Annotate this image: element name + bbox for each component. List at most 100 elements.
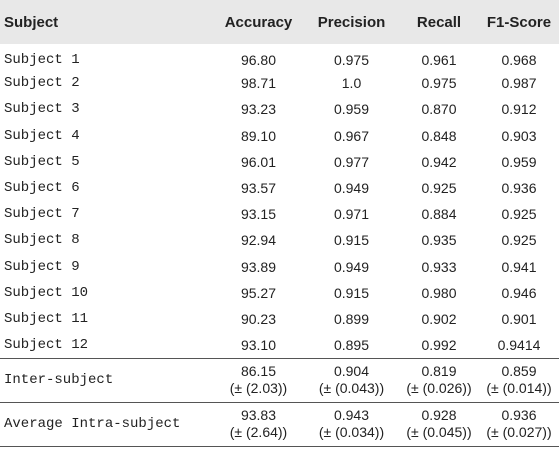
table-row: Subject 2 98.71 1.0 0.975 0.987 bbox=[0, 70, 559, 96]
summary-accuracy: 93.83 (± (2.64)) bbox=[213, 402, 304, 446]
summary-precision: 0.943 (± (0.034)) bbox=[304, 402, 399, 446]
cell-recall: 0.992 bbox=[421, 336, 457, 353]
cell-recall: 0.975 bbox=[421, 75, 457, 92]
cell-accuracy: 95.27 bbox=[240, 284, 277, 301]
summary-sd: (± (0.026)) bbox=[406, 380, 472, 397]
summary-recall: 0.928 (± (0.045)) bbox=[399, 402, 479, 446]
cell-precision: 0.959 bbox=[333, 101, 370, 118]
summary-sd: (± (0.027)) bbox=[486, 424, 552, 441]
summary-sd: (± (0.034)) bbox=[318, 424, 385, 441]
cell-f1-score: 0.925 bbox=[501, 206, 537, 223]
cell-subject: Subject 6 bbox=[4, 180, 80, 197]
cell-f1-score: 0.9414 bbox=[497, 336, 541, 353]
results-table: Subject Accuracy Precision Recall F1-Sco… bbox=[0, 0, 559, 447]
cell-subject: Subject 1 bbox=[4, 52, 80, 69]
table-row: Subject 7 93.15 0.971 0.884 0.925 bbox=[0, 201, 559, 227]
cell-accuracy: 92.94 bbox=[240, 232, 277, 249]
summary-subject: Inter-subject bbox=[4, 371, 114, 388]
summary-recall: 0.819 (± (0.026)) bbox=[399, 358, 479, 402]
table-row: Subject 9 93.89 0.949 0.933 0.941 bbox=[0, 254, 559, 280]
table-row: Subject 5 96.01 0.977 0.942 0.959 bbox=[0, 149, 559, 175]
summary-value: 0.859 bbox=[501, 363, 537, 380]
summary-accuracy: 86.15 (± (2.03)) bbox=[213, 358, 304, 402]
summary-sd: (± (2.64)) bbox=[229, 424, 288, 441]
cell-f1-score: 0.968 bbox=[501, 52, 537, 69]
summary-value: 0.928 bbox=[421, 407, 457, 424]
cell-precision: 0.915 bbox=[333, 232, 370, 249]
table-row: Subject 11 90.23 0.899 0.902 0.901 bbox=[0, 306, 559, 332]
cell-subject: Subject 11 bbox=[4, 310, 89, 327]
cell-accuracy: 93.57 bbox=[240, 180, 277, 197]
cell-accuracy: 93.15 bbox=[240, 206, 277, 223]
cell-f1-score: 0.946 bbox=[501, 284, 537, 301]
header-recall: Recall bbox=[416, 13, 462, 31]
cell-accuracy: 96.80 bbox=[240, 52, 277, 69]
table-header: Subject Accuracy Precision Recall F1-Sco… bbox=[0, 0, 559, 44]
cell-recall: 0.935 bbox=[421, 232, 457, 249]
cell-accuracy: 96.01 bbox=[240, 153, 277, 170]
header-f1-score: F1-Score bbox=[486, 13, 552, 31]
cell-f1-score: 0.987 bbox=[501, 75, 537, 92]
summary-sd: (± (0.045)) bbox=[406, 424, 472, 441]
summary-f1: 0.859 (± (0.014)) bbox=[479, 358, 559, 402]
cell-accuracy: 93.10 bbox=[240, 336, 277, 353]
cell-precision: 0.949 bbox=[333, 180, 370, 197]
cell-accuracy: 93.89 bbox=[240, 258, 277, 275]
header-row: Subject Accuracy Precision Recall F1-Sco… bbox=[0, 0, 559, 44]
summary-sd: (± (2.03)) bbox=[229, 380, 288, 397]
cell-subject: Subject 4 bbox=[4, 127, 80, 144]
cell-subject: Subject 7 bbox=[4, 206, 80, 223]
table-row: Subject 3 93.23 0.959 0.870 0.912 bbox=[0, 96, 559, 122]
table-row: Subject 4 89.10 0.967 0.848 0.903 bbox=[0, 123, 559, 149]
cell-precision: 0.977 bbox=[333, 153, 370, 170]
table-row: Subject 12 93.10 0.895 0.992 0.9414 bbox=[0, 332, 559, 358]
table-row: Subject 1 96.80 0.975 0.961 0.968 bbox=[0, 44, 559, 70]
cell-accuracy: 93.23 bbox=[240, 101, 277, 118]
cell-recall: 0.884 bbox=[421, 206, 457, 223]
cell-f1-score: 0.912 bbox=[501, 101, 537, 118]
summary-sd: (± (0.043)) bbox=[318, 380, 385, 397]
summary-row-average-intra-subject: Average Intra-subject 93.83 (± (2.64)) 0… bbox=[0, 402, 559, 447]
cell-precision: 0.915 bbox=[333, 284, 370, 301]
cell-f1-score: 0.901 bbox=[501, 310, 537, 327]
cell-recall: 0.902 bbox=[421, 310, 457, 327]
cell-precision: 0.949 bbox=[333, 258, 370, 275]
cell-recall: 0.870 bbox=[421, 101, 457, 118]
cell-f1-score: 0.959 bbox=[501, 153, 537, 170]
cell-f1-score: 0.903 bbox=[501, 127, 537, 144]
summary-f1: 0.936 (± (0.027)) bbox=[479, 402, 559, 446]
cell-subject: Subject 9 bbox=[4, 258, 80, 275]
cell-precision: 1.0 bbox=[341, 75, 362, 92]
cell-precision: 0.975 bbox=[333, 52, 370, 69]
summary-row-inter-subject: Inter-subject 86.15 (± (2.03)) 0.904 (± … bbox=[0, 358, 559, 402]
summary-sd: (± (0.014)) bbox=[486, 380, 552, 397]
table-row: Subject 6 93.57 0.949 0.925 0.936 bbox=[0, 175, 559, 201]
cell-recall: 0.961 bbox=[421, 52, 457, 69]
summary-subject: Average Intra-subject bbox=[4, 415, 181, 432]
summary-value: 0.819 bbox=[421, 363, 457, 380]
cell-recall: 0.942 bbox=[421, 153, 457, 170]
cell-precision: 0.895 bbox=[333, 336, 370, 353]
summary-precision: 0.904 (± (0.043)) bbox=[304, 358, 399, 402]
cell-subject: Subject 3 bbox=[4, 101, 80, 118]
cell-accuracy: 98.71 bbox=[240, 75, 277, 92]
cell-precision: 0.967 bbox=[333, 127, 370, 144]
cell-subject: Subject 2 bbox=[4, 75, 80, 92]
cell-precision: 0.899 bbox=[333, 310, 370, 327]
summary-value: 0.943 bbox=[333, 407, 370, 424]
cell-subject: Subject 10 bbox=[4, 284, 89, 301]
cell-accuracy: 90.23 bbox=[240, 310, 277, 327]
summary-value: 0.904 bbox=[333, 363, 370, 380]
header-accuracy: Accuracy bbox=[224, 13, 293, 31]
cell-recall: 0.925 bbox=[421, 180, 457, 197]
summary-value: 86.15 bbox=[240, 363, 277, 380]
cell-f1-score: 0.925 bbox=[501, 232, 537, 249]
cell-precision: 0.971 bbox=[333, 206, 370, 223]
table-body: Subject 1 96.80 0.975 0.961 0.968 Subject 2 98… bbox=[0, 44, 559, 447]
summary-value: 0.936 bbox=[501, 407, 537, 424]
cell-subject: Subject 8 bbox=[4, 232, 80, 249]
cell-subject: Subject 12 bbox=[4, 336, 89, 353]
table-row: Subject 8 92.94 0.915 0.935 0.925 bbox=[0, 227, 559, 253]
cell-recall: 0.980 bbox=[421, 284, 457, 301]
cell-f1-score: 0.936 bbox=[501, 180, 537, 197]
